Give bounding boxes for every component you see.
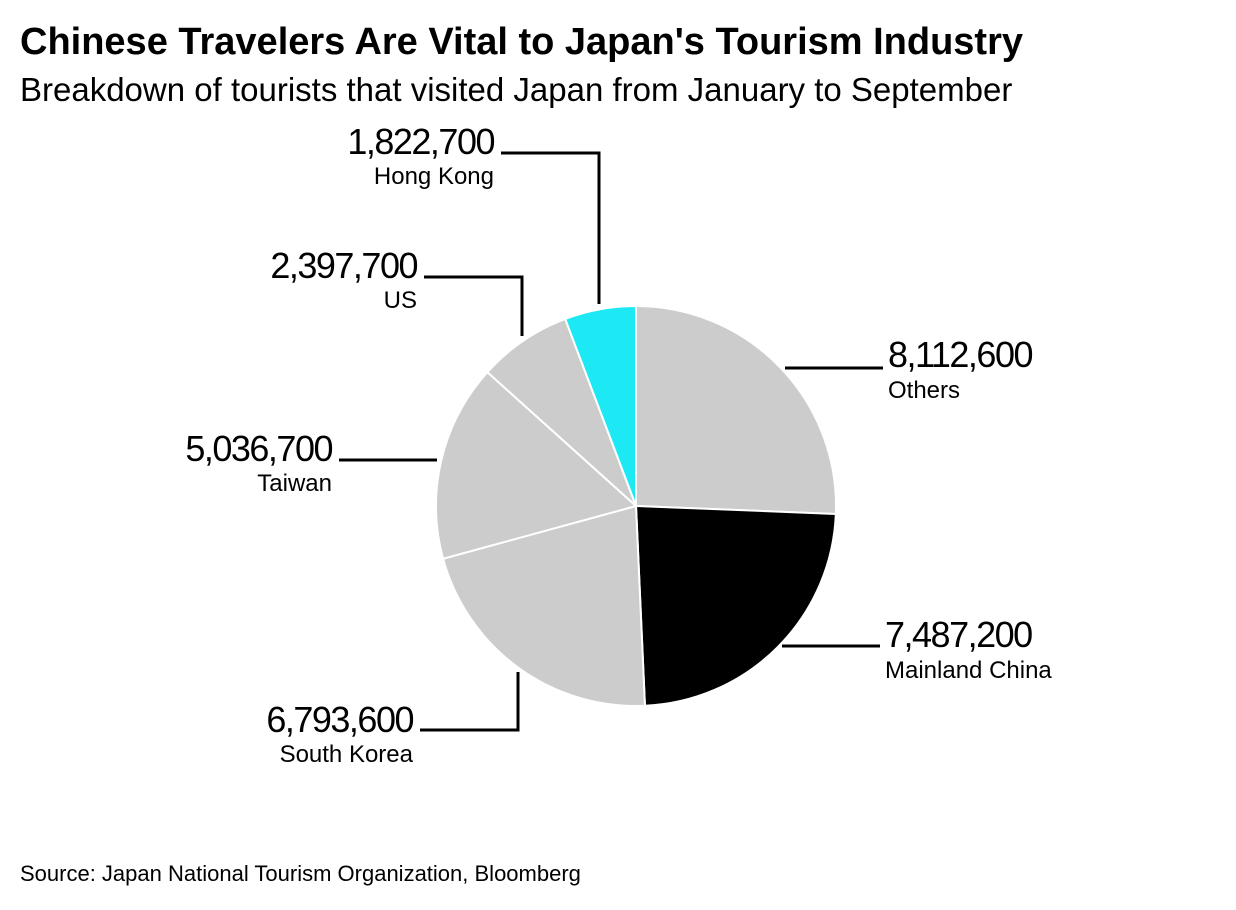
value-label-hong-kong: 1,822,700	[347, 121, 494, 162]
category-label-taiwan: Taiwan	[257, 470, 332, 497]
category-label-mainland-china: Mainland China	[885, 657, 1052, 684]
value-label-us: 2,397,700	[270, 245, 417, 286]
chart-subtitle: Breakdown of tourists that visited Japan…	[20, 71, 1013, 108]
category-label-south-korea: South Korea	[280, 741, 414, 768]
pie-slice-mainland-china	[635, 505, 837, 707]
leader-line-us	[424, 275, 524, 336]
value-label-mainland-china: 7,487,200	[885, 614, 1032, 655]
source-note: Source: Japan National Tourism Organizat…	[20, 861, 581, 886]
pie-slice-south-korea	[442, 505, 646, 707]
pie-slice-us	[486, 317, 637, 507]
pie-slice-others	[635, 305, 837, 515]
category-label-us: US	[384, 287, 417, 314]
pie-slices	[435, 305, 837, 707]
category-label-hong-kong: Hong Kong	[374, 163, 494, 190]
pie-slice-hong-kong	[564, 305, 637, 507]
pie-slice-taiwan	[435, 371, 637, 560]
category-label-others: Others	[888, 377, 960, 404]
chart-title: Chinese Travelers Are Vital to Japan's T…	[20, 21, 1024, 63]
leader-line-south-korea	[420, 672, 520, 732]
value-label-taiwan: 5,036,700	[185, 428, 332, 469]
value-label-others: 8,112,600	[888, 334, 1032, 375]
leader-line-hong-kong	[501, 151, 601, 304]
value-label-south-korea: 6,793,600	[266, 699, 413, 740]
